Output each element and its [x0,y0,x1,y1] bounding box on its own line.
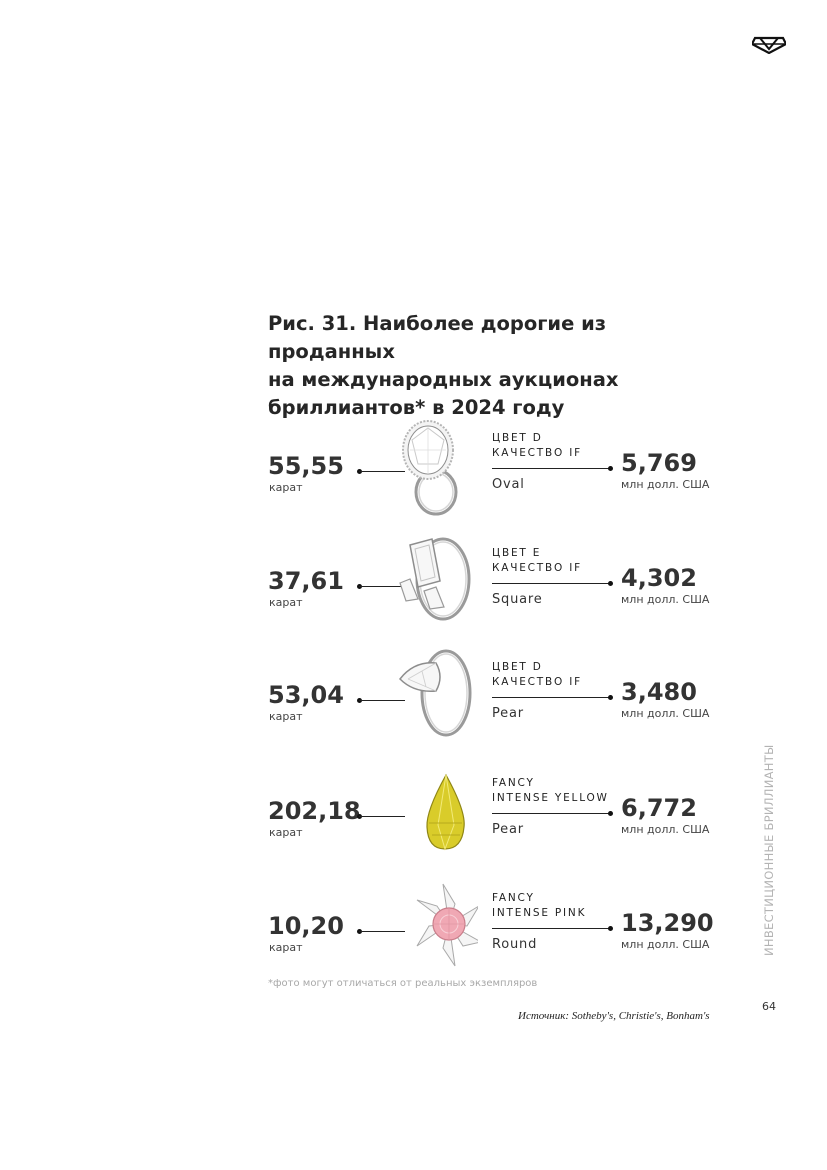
diamond-row: 202,18 карат FANCY INTENSE YELLOW Pear 6… [0,765,827,875]
diamond-shape: Pear [492,822,524,837]
connector-dot [608,695,613,700]
price-unit: млн долл. США [621,938,710,951]
connector-line [492,468,610,469]
price-value: 13,290 [621,909,714,937]
brand-logo-icon [752,36,786,54]
connector-line [492,583,610,584]
oval-diamond-ring-icon [402,420,458,516]
figure-title-line: Рис. 31. Наиболее дорогие из проданных [268,312,607,363]
source-note: Источник: Sotheby's, Christie's, Bonham'… [518,1010,710,1022]
pink-round-diamond-brooch-icon [416,883,478,967]
carat-unit: карат [269,941,303,954]
price-unit: млн долл. США [621,823,710,836]
diamond-shape: Oval [492,477,525,492]
figure-title-line: на международных аукционах [268,368,619,391]
diamond-grade: ЦВЕТ D КАЧЕСТВО IF [492,431,582,461]
grade-color: FANCY [492,777,535,789]
pear-diamond-ring-icon [399,649,472,737]
figure-title-line: бриллиантов* в 2024 году [268,396,565,419]
connector-dot [608,811,613,816]
connector-line [359,586,405,587]
carat-unit: карат [269,596,303,609]
connector-dot [608,466,613,471]
carat-value: 10,20 [268,912,344,940]
diamond-shape: Pear [492,706,524,721]
diamond-shape: Square [492,592,543,607]
diamond-grade: FANCY INTENSE PINK [492,891,586,921]
connector-dot [608,926,613,931]
carat-value: 37,61 [268,567,344,595]
carat-value: 55,55 [268,452,344,480]
connector-dot [608,581,613,586]
page-number: 64 [762,1000,776,1013]
price-value: 5,769 [621,449,697,477]
grade-color: ЦВЕТ E [492,547,542,559]
grade-quality: КАЧЕСТВО IF [492,562,582,574]
connector-line [492,697,610,698]
price-unit: млн долл. США [621,478,710,491]
diamond-grade: ЦВЕТ E КАЧЕСТВО IF [492,546,582,576]
connector-line [492,928,610,929]
diamond-row: 55,55 карат ЦВЕТ D КАЧЕСТВО IF Oval 5,76… [0,420,827,530]
carat-value: 53,04 [268,681,344,709]
grade-quality: КАЧЕСТВО IF [492,447,582,459]
yellow-pear-diamond-icon [426,773,465,851]
price-value: 6,772 [621,794,697,822]
photo-footnote: *фото могут отличаться от реальных экзем… [268,978,538,989]
price-unit: млн долл. США [621,593,710,606]
diamond-row: 53,04 карат ЦВЕТ D КАЧЕСТВО IF Pear 3,48… [0,649,827,759]
price-value: 4,302 [621,564,697,592]
grade-quality: INTENSE PINK [492,907,587,919]
figure-title: Рис. 31. Наиболее дорогие из проданных н… [268,310,738,422]
diamond-grade: ЦВЕТ D КАЧЕСТВО IF [492,660,582,690]
connector-line [359,931,405,932]
connector-line [359,700,405,701]
diamond-row: 37,61 карат ЦВЕТ E КАЧЕСТВО IF Square 4,… [0,535,827,645]
carat-unit: карат [269,826,303,839]
carat-unit: карат [269,481,303,494]
grade-quality: КАЧЕСТВО IF [492,676,582,688]
connector-line [359,471,405,472]
grade-color: FANCY [492,892,535,904]
diamond-row: 10,20 карат FANCY INTENSE PINK Round 13,… [0,880,827,990]
carat-unit: карат [269,710,303,723]
price-value: 3,480 [621,678,697,706]
connector-line [492,813,610,814]
grade-color: ЦВЕТ D [492,661,543,673]
diamond-grade: FANCY INTENSE YELLOW [492,776,609,806]
emerald-cut-diamond-ring-icon [399,537,471,621]
section-side-title: ИНВЕСТИЦИОННЫЕ БРИЛЛИАНТЫ [762,744,776,956]
grade-quality: INTENSE YELLOW [492,792,609,804]
diamond-shape: Round [492,937,538,952]
carat-value: 202,18 [268,797,361,825]
connector-line [359,816,405,817]
grade-color: ЦВЕТ D [492,432,543,444]
price-unit: млн долл. США [621,707,710,720]
